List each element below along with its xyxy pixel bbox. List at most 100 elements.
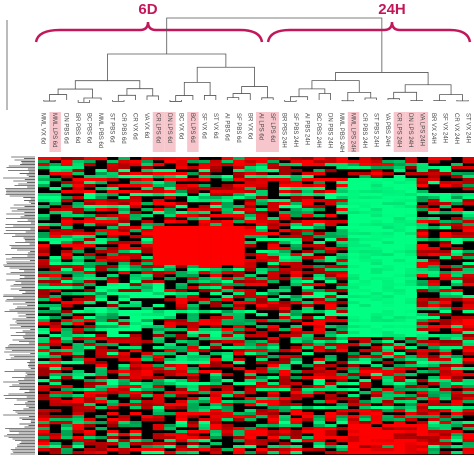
- heat-cell: [49, 199, 62, 203]
- heat-cell: [428, 157, 440, 161]
- heat-cell: [187, 271, 199, 275]
- heat-cell: [313, 163, 326, 167]
- heat-cell: [278, 253, 291, 257]
- heat-cell: [347, 409, 360, 413]
- heat-cell: [164, 427, 176, 431]
- heat-cell: [72, 163, 85, 167]
- heat-cell: [198, 289, 211, 293]
- heat-cell: [198, 358, 211, 362]
- heat-cell: [267, 343, 280, 347]
- heat-cell: [187, 250, 199, 254]
- heat-cell: [60, 205, 73, 209]
- heat-cell: [382, 238, 394, 242]
- heat-cell: [451, 337, 463, 341]
- heat-cell: [38, 157, 50, 161]
- heat-cell: [175, 418, 188, 422]
- heat-cell: [221, 385, 234, 389]
- sample-label: DN PBS 6d: [63, 113, 69, 144]
- heat-cell: [83, 403, 96, 407]
- heat-cell: [129, 430, 142, 434]
- heat-cell: [359, 277, 372, 281]
- heat-cell: [233, 313, 245, 317]
- heat-cell: [38, 283, 50, 287]
- heat-cell: [359, 271, 372, 275]
- heat-cell: [347, 271, 360, 275]
- heat-cell: [210, 424, 222, 428]
- heat-cell: [382, 283, 394, 287]
- heat-cell: [313, 337, 326, 341]
- heat-cell: [49, 193, 62, 197]
- heat-cell: [313, 172, 326, 176]
- heat-cell: [462, 280, 474, 284]
- heat-cell: [244, 352, 257, 356]
- heat-cell: [152, 169, 165, 173]
- heat-cell: [313, 370, 326, 374]
- heat-cell: [49, 157, 62, 161]
- heat-cell: [198, 226, 211, 230]
- heat-cell: [95, 352, 108, 356]
- heat-cell: [290, 253, 303, 257]
- heat-cell: [301, 205, 314, 209]
- heat-cell: [313, 436, 326, 440]
- heat-cell: [382, 217, 394, 221]
- heat-cell: [301, 160, 314, 164]
- heat-cell: [359, 217, 372, 221]
- heat-cell: [336, 319, 349, 323]
- heat-cell: [428, 316, 440, 320]
- heat-cell: [256, 352, 268, 356]
- sample-label: AI LPS 6d: [258, 113, 264, 140]
- heat-cell: [405, 346, 417, 350]
- heat-cell: [60, 226, 73, 230]
- heat-cell: [164, 382, 176, 386]
- heat-cell: [210, 187, 222, 191]
- heat-cell: [210, 289, 222, 293]
- heat-cell: [359, 361, 372, 365]
- heat-cell: [451, 406, 463, 410]
- heat-cell: [129, 394, 142, 398]
- heat-cell: [141, 283, 154, 287]
- heat-cell: [359, 307, 372, 311]
- heat-cell: [221, 448, 234, 452]
- heat-cell: [439, 388, 452, 392]
- heat-cell: [347, 190, 360, 194]
- heat-cell: [198, 253, 211, 257]
- heat-cell: [210, 190, 222, 194]
- heat-cell: [187, 217, 199, 221]
- heat-cell: [221, 238, 234, 242]
- heat-cell: [267, 397, 280, 401]
- heat-cell: [278, 301, 291, 305]
- heat-cell: [462, 256, 474, 260]
- heat-cell: [83, 301, 96, 305]
- heat-cell: [359, 184, 372, 188]
- heat-cell: [60, 265, 73, 269]
- heat-cell: [347, 415, 360, 419]
- heat-cell: [256, 196, 268, 200]
- heat-cell: [187, 340, 199, 344]
- heat-cell: [416, 178, 429, 182]
- heat-cell: [428, 220, 440, 224]
- heat-cell: [393, 190, 406, 194]
- heat-cell: [60, 256, 73, 260]
- heat-cell: [324, 430, 337, 434]
- heat-cell: [313, 283, 326, 287]
- heat-cell: [370, 370, 383, 374]
- heat-cell: [118, 367, 131, 371]
- heat-cell: [164, 322, 176, 326]
- sample-label: BC VX 6d: [177, 113, 183, 139]
- heat-cell: [106, 223, 119, 227]
- heat-cell: [141, 214, 154, 218]
- heat-cell: [405, 217, 417, 221]
- heat-cell: [278, 418, 291, 422]
- heat-cell: [290, 418, 303, 422]
- heat-cell: [324, 280, 337, 284]
- heat-cell: [106, 307, 119, 311]
- heat-cell: [49, 310, 62, 314]
- heat-cell: [38, 331, 50, 335]
- heat-cell: [118, 253, 131, 257]
- heat-cell: [164, 373, 176, 377]
- heat-cell: [187, 295, 199, 299]
- heat-cell: [405, 214, 417, 218]
- heat-cell: [49, 436, 62, 440]
- heat-cell: [256, 439, 268, 443]
- heat-cell: [141, 280, 154, 284]
